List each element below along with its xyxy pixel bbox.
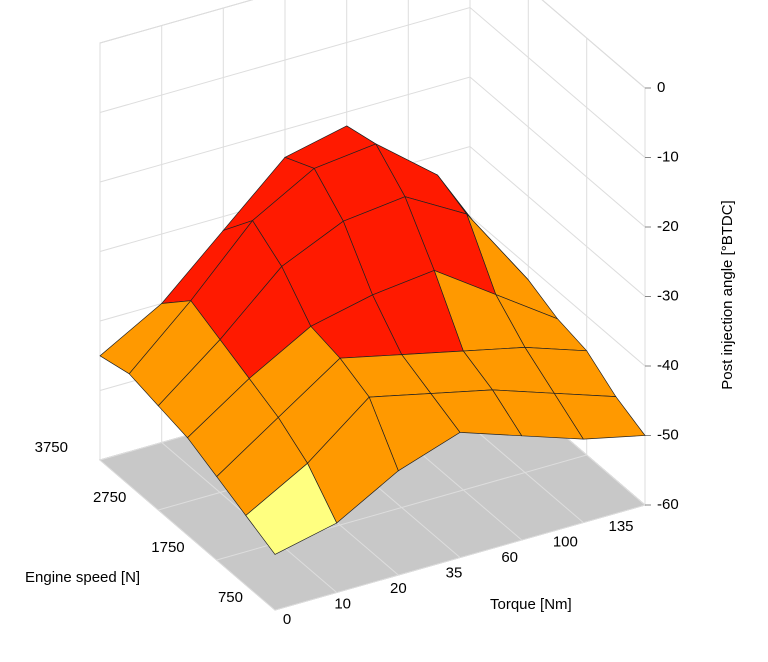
x-tick-label: 100 (553, 533, 578, 550)
y-tick-label: 2750 (93, 489, 126, 506)
x-tick-label: 60 (501, 549, 518, 566)
x-tick-label: 35 (446, 564, 463, 581)
z-tick-label: -10 (657, 148, 679, 165)
z-tick-label: -50 (657, 426, 679, 443)
y-tick-label: 3750 (35, 439, 68, 456)
y-tick-label: 750 (218, 589, 243, 606)
x-tick-label: 20 (390, 580, 407, 597)
y-axis-title: Engine speed [N] (25, 569, 140, 586)
z-tick-label: -60 (657, 496, 679, 513)
z-tick-label: 0 (657, 79, 665, 96)
grid-line (216, 38, 588, 561)
z-tick-label: -30 (657, 287, 679, 304)
y-tick-label: 1750 (151, 539, 184, 556)
z-axis-title: Post injection angle [°BTDC] (719, 200, 736, 389)
x-tick-label: 135 (608, 518, 633, 535)
z-tick-label: -20 (657, 218, 679, 235)
surface-cell (245, 462, 338, 555)
x-tick-label: 0 (283, 611, 291, 628)
x-axis-title: Torque [Nm] (490, 596, 572, 613)
x-tick-label: 10 (334, 595, 351, 612)
z-tick-label: -40 (657, 357, 679, 374)
